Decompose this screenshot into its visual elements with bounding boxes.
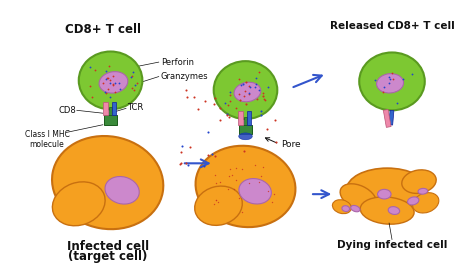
- Ellipse shape: [52, 182, 105, 226]
- Ellipse shape: [342, 206, 349, 211]
- Bar: [244, 117, 247, 125]
- Bar: [112, 102, 116, 115]
- Ellipse shape: [79, 52, 142, 109]
- Text: Granzymes: Granzymes: [161, 72, 208, 81]
- Text: Released CD8+ T cell: Released CD8+ T cell: [329, 21, 455, 31]
- Ellipse shape: [360, 197, 414, 224]
- Text: CD8+ T cell: CD8+ T cell: [65, 23, 141, 36]
- Bar: [103, 102, 108, 115]
- Ellipse shape: [418, 188, 428, 194]
- Ellipse shape: [239, 178, 272, 204]
- Text: Infected cell: Infected cell: [67, 240, 149, 253]
- Bar: [238, 111, 243, 125]
- Ellipse shape: [408, 197, 419, 205]
- Bar: [389, 110, 394, 125]
- Text: (target cell): (target cell): [68, 250, 147, 263]
- Ellipse shape: [99, 72, 128, 93]
- Ellipse shape: [340, 184, 376, 210]
- Text: Dying infected cell: Dying infected cell: [337, 240, 447, 250]
- Ellipse shape: [234, 82, 261, 102]
- Ellipse shape: [105, 177, 139, 204]
- Ellipse shape: [214, 61, 277, 119]
- Ellipse shape: [332, 200, 351, 214]
- Text: CD8: CD8: [58, 106, 76, 115]
- Ellipse shape: [196, 146, 295, 227]
- Bar: [104, 115, 117, 125]
- Bar: [239, 125, 252, 134]
- Ellipse shape: [359, 52, 425, 110]
- Ellipse shape: [52, 136, 164, 229]
- Ellipse shape: [413, 193, 439, 213]
- Text: Perforin: Perforin: [161, 58, 194, 66]
- Bar: [247, 111, 251, 125]
- Ellipse shape: [377, 74, 403, 93]
- Ellipse shape: [351, 205, 360, 212]
- Text: Pore: Pore: [281, 140, 301, 148]
- Ellipse shape: [195, 186, 242, 225]
- Text: Class I MHC
molecule: Class I MHC molecule: [25, 130, 69, 149]
- Ellipse shape: [378, 189, 391, 199]
- Ellipse shape: [239, 133, 252, 140]
- Ellipse shape: [346, 168, 428, 211]
- Bar: [109, 107, 112, 115]
- Bar: [383, 110, 391, 127]
- Ellipse shape: [388, 207, 400, 214]
- Text: TCR: TCR: [127, 103, 143, 112]
- Ellipse shape: [402, 170, 436, 193]
